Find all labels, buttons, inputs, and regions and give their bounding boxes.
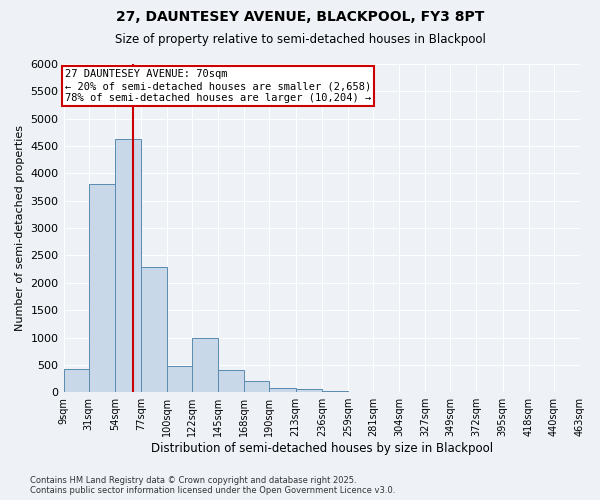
Bar bbox=[296, 390, 322, 392]
Bar bbox=[64, 368, 89, 392]
Bar bbox=[218, 370, 244, 392]
Bar bbox=[269, 388, 296, 392]
Bar bbox=[244, 382, 269, 392]
X-axis label: Distribution of semi-detached houses by size in Blackpool: Distribution of semi-detached houses by … bbox=[151, 442, 493, 455]
Bar bbox=[141, 268, 167, 392]
Bar bbox=[322, 390, 348, 392]
Bar bbox=[89, 184, 115, 392]
Text: Contains HM Land Registry data © Crown copyright and database right 2025.
Contai: Contains HM Land Registry data © Crown c… bbox=[30, 476, 395, 495]
Bar bbox=[115, 140, 141, 392]
Text: 27, DAUNTESEY AVENUE, BLACKPOOL, FY3 8PT: 27, DAUNTESEY AVENUE, BLACKPOOL, FY3 8PT bbox=[116, 10, 484, 24]
Text: 27 DAUNTESEY AVENUE: 70sqm
← 20% of semi-detached houses are smaller (2,658)
78%: 27 DAUNTESEY AVENUE: 70sqm ← 20% of semi… bbox=[65, 70, 371, 102]
Y-axis label: Number of semi-detached properties: Number of semi-detached properties bbox=[15, 125, 25, 331]
Bar bbox=[167, 366, 192, 392]
Bar bbox=[192, 338, 218, 392]
Text: Size of property relative to semi-detached houses in Blackpool: Size of property relative to semi-detach… bbox=[115, 32, 485, 46]
